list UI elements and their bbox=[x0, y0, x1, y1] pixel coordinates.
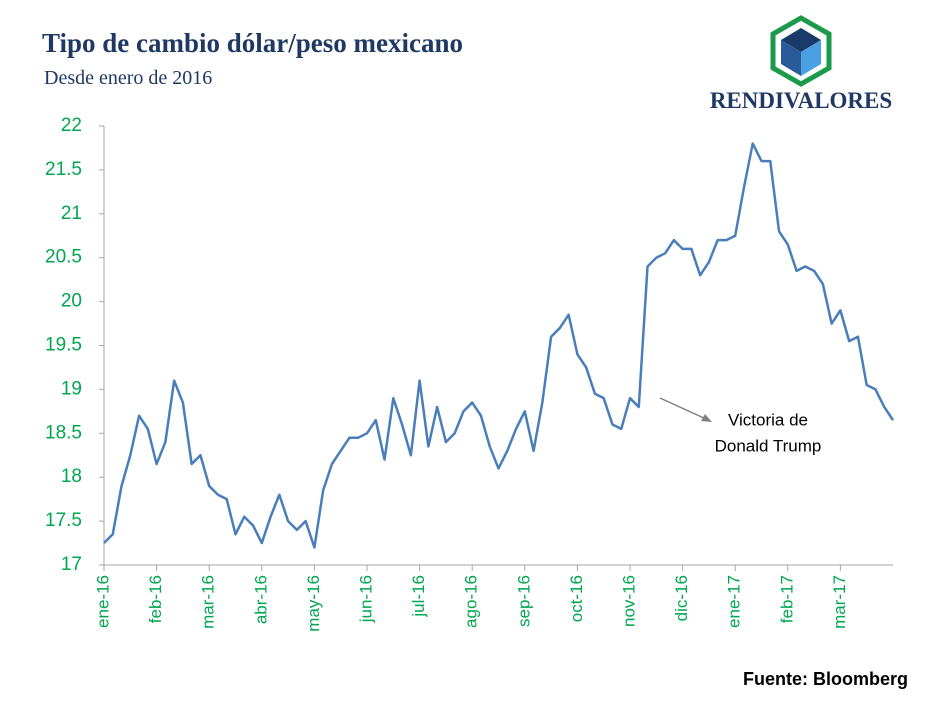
x-tick-label: oct-16 bbox=[567, 575, 586, 622]
y-tick-label: 21.5 bbox=[45, 159, 82, 180]
x-tick-label: sep-16 bbox=[514, 575, 533, 627]
y-tick-label: 20.5 bbox=[45, 247, 82, 268]
x-tick-label: jun-16 bbox=[356, 575, 375, 623]
annotation: Victoria de bbox=[728, 410, 808, 429]
annotation-arrow bbox=[659, 397, 707, 420]
arrow-head bbox=[701, 414, 712, 422]
x-tick-label: abr-16 bbox=[251, 575, 270, 624]
x-tick-label: jul-16 bbox=[409, 575, 428, 618]
y-tick-label: 18.5 bbox=[45, 422, 82, 443]
x-tick-label: mar-16 bbox=[199, 575, 218, 629]
y-tick-label: 19 bbox=[61, 378, 82, 399]
y-tick-label: 20 bbox=[61, 291, 82, 312]
chart-subtitle: Desde enero de 2016 bbox=[44, 67, 212, 89]
x-tick-label: ene-17 bbox=[725, 575, 744, 628]
annotation: Donald Trump bbox=[715, 436, 822, 455]
y-tick-label: 21 bbox=[61, 203, 82, 224]
price-line bbox=[103, 142, 895, 549]
x-tick-label: feb-17 bbox=[777, 575, 796, 623]
y-tick-label: 22 bbox=[61, 115, 82, 136]
chart-title: Tipo de cambio dólar/peso mexicano bbox=[42, 28, 463, 58]
y-tick-label: 17.5 bbox=[45, 510, 82, 531]
x-tick-label: ago-16 bbox=[462, 575, 481, 628]
y-tick-label: 17 bbox=[61, 554, 82, 575]
x-tick-label: ene-16 bbox=[93, 575, 112, 628]
source: Fuente: Bloomberg bbox=[743, 669, 908, 689]
x-tick-label: feb-16 bbox=[146, 575, 165, 623]
x-tick-label: mar-17 bbox=[830, 575, 849, 629]
y-tick-label: 19.5 bbox=[45, 335, 82, 356]
y-tick-label: 18 bbox=[61, 466, 82, 487]
x-tick-label: nov-16 bbox=[619, 575, 638, 627]
x-tick-label: may-16 bbox=[304, 575, 323, 632]
x-tick-label: dic-16 bbox=[672, 575, 691, 621]
logo bbox=[770, 15, 832, 87]
brand: RENDIVALORES bbox=[710, 88, 892, 113]
